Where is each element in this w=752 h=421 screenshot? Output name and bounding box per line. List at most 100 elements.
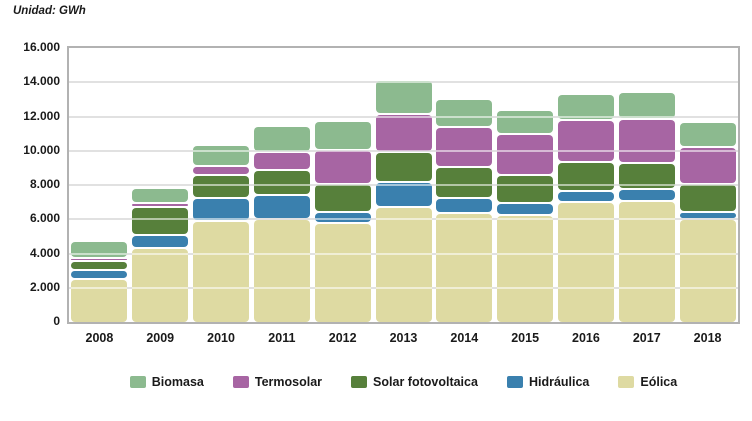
bar-2013 — [375, 48, 432, 322]
bar-segment-eólica — [132, 248, 189, 322]
y-tick-label: 12.000 — [23, 108, 60, 123]
bar-segment-hidráulica — [497, 204, 554, 215]
legend: Biomasa Termosolar Solar fotovoltaica Hidrá… — [67, 371, 740, 393]
legend-swatch-icon — [506, 376, 523, 388]
legend-item-biomasa: Biomasa — [129, 375, 204, 389]
bar-segment-solar-fotovoltaica — [375, 152, 432, 181]
bar-segment-biomasa — [314, 121, 371, 150]
gridline-overlay — [69, 81, 738, 84]
legend-swatch-icon — [232, 376, 249, 388]
bar-segment-hidráulica — [132, 235, 189, 247]
y-tick-label: 14.000 — [23, 74, 60, 89]
bar-segment-eólica — [618, 202, 675, 322]
bar-2015 — [497, 48, 554, 322]
x-tick-label-2010: 2010 — [207, 331, 235, 345]
bar-segment-hidráulica — [618, 189, 675, 201]
plot-area — [67, 46, 740, 324]
bar-segment-solar-fotovoltaica — [314, 185, 371, 211]
bar-segment-termosolar — [253, 152, 310, 169]
bar-segment-hidráulica — [253, 195, 310, 218]
bar-segment-termosolar — [132, 204, 189, 206]
x-tick-label-2008: 2008 — [85, 331, 114, 345]
legend-label: Solar fotovoltaica — [373, 374, 478, 389]
bar-segment-solar-fotovoltaica — [71, 262, 128, 269]
bar-segment-solar-fotovoltaica — [557, 163, 614, 191]
legend-swatch-icon — [351, 376, 368, 388]
legend-swatch-icon — [618, 376, 635, 388]
x-axis: 2008 2009 2010 2011 2012 2013 2014 2015 2016 2017… — [69, 331, 738, 349]
bar-2009 — [132, 48, 189, 322]
bar-segment-eólica — [375, 207, 432, 322]
y-tick-label: 10.000 — [23, 142, 60, 157]
legend-item-solar-fotovoltaica: Solar fotovoltaica — [351, 374, 478, 389]
y-tick-label: 16.000 — [23, 40, 60, 54]
bar-segment-solar-fotovoltaica — [436, 168, 493, 197]
gridline-overlay — [69, 252, 738, 255]
bar-segment-eólica — [557, 203, 614, 322]
bar-segment-termosolar — [71, 258, 128, 261]
y-axis: 16.000 14.000 12.000 10.000 8.000 6.000 4.000 2… — [0, 0, 60, 340]
bar-segment-hidráulica — [314, 212, 371, 222]
y-tick-label: 8.000 — [29, 177, 60, 191]
y-tick-label: 4.000 — [29, 245, 60, 260]
legend-item-eólica: Eólica — [618, 374, 678, 389]
bar-segment-hidráulica — [193, 199, 250, 221]
bar-segment-biomasa — [497, 110, 554, 133]
legend-label: Termosolar — [254, 374, 323, 389]
gridline-overlay — [69, 149, 738, 152]
bar-segment-eólica — [679, 219, 736, 322]
bar-segment-solar-fotovoltaica — [679, 185, 736, 211]
bar-segment-solar-fotovoltaica — [253, 170, 310, 194]
bar-segment-solar-fotovoltaica — [193, 175, 250, 197]
y-tick-label: 2.000 — [29, 279, 60, 294]
x-tick-label-2009: 2009 — [146, 331, 175, 345]
bar-segment-termosolar — [436, 127, 493, 167]
legend-swatch-icon — [129, 376, 146, 388]
bar-segment-hidráulica — [679, 212, 736, 218]
x-tick-label-2016: 2016 — [572, 331, 600, 345]
bar-segment-biomasa — [253, 127, 310, 151]
bar-2012 — [314, 48, 371, 322]
bar-segment-biomasa — [618, 92, 675, 119]
chart-unit-label: Unidad: GWh — [13, 5, 86, 17]
x-tick-label-2011: 2011 — [268, 331, 296, 345]
bar-segment-termosolar — [557, 121, 614, 162]
bar-segment-biomasa — [375, 80, 432, 114]
x-tick-label-2012: 2012 — [328, 331, 357, 345]
bar-segment-eólica — [314, 223, 371, 322]
bar-segment-termosolar — [314, 151, 371, 184]
legend-item-termosolar: Termosolar — [232, 374, 323, 389]
bar-segment-termosolar — [497, 134, 554, 174]
bar-segment-biomasa — [132, 188, 189, 203]
bar-segment-hidráulica — [375, 182, 432, 206]
legend-label: Hidráulica — [528, 374, 590, 389]
bar-segment-biomasa — [557, 94, 614, 120]
bar-segment-solar-fotovoltaica — [618, 163, 675, 188]
bar-segment-biomasa — [71, 241, 128, 257]
bar-segment-biomasa — [679, 122, 736, 146]
legend-item-hidráulica: Hidráulica — [506, 374, 590, 389]
bar-segment-termosolar — [679, 147, 736, 184]
bar-segment-eólica — [193, 222, 250, 322]
gridline-overlay — [69, 115, 738, 118]
gridline-overlay — [69, 184, 738, 186]
y-tick-label: 0 — [53, 314, 60, 328]
bar-segment-eólica — [497, 216, 554, 322]
legend-label: Eólica — [640, 374, 678, 389]
y-tick-label: 6.000 — [29, 211, 60, 226]
bar-2011 — [253, 48, 310, 322]
bar-2014 — [436, 48, 493, 322]
x-tick-label-2017: 2017 — [632, 331, 661, 345]
bar-segment-solar-fotovoltaica — [497, 175, 554, 203]
bar-2018 — [679, 48, 736, 322]
bar-segment-termosolar — [618, 120, 675, 162]
x-tick-label-2014: 2014 — [450, 331, 479, 345]
bar-segment-hidráulica — [436, 199, 493, 212]
bar-segment-eólica — [436, 213, 493, 322]
gridline-overlay — [69, 218, 738, 221]
bar-segment-eólica — [253, 219, 310, 322]
bar-segment-termosolar — [193, 167, 250, 174]
bar-segment-hidráulica — [71, 270, 128, 279]
x-tick-label-2015: 2015 — [511, 331, 540, 345]
